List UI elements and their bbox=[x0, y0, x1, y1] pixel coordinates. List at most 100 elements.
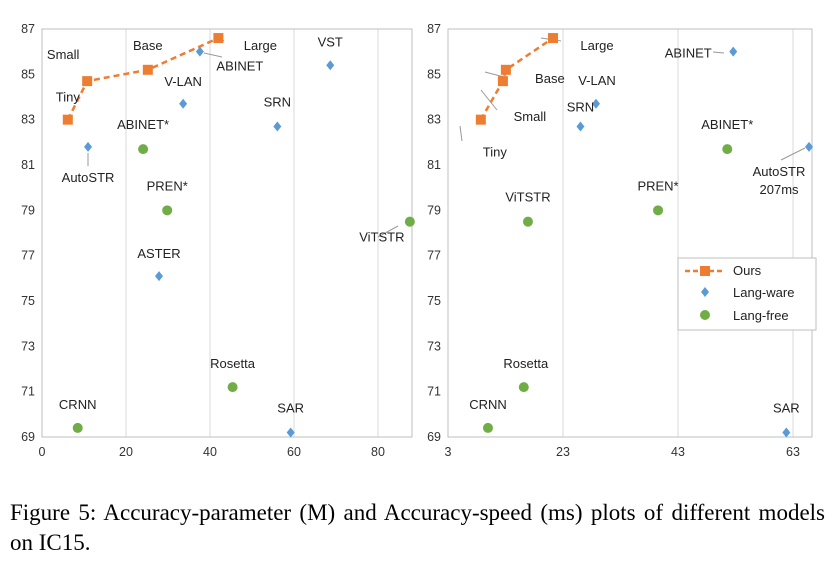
point-ours-tiny bbox=[62, 114, 73, 125]
x-tick-label: 63 bbox=[786, 445, 800, 459]
y-tick-label: 75 bbox=[21, 294, 35, 308]
label-leader-line bbox=[712, 51, 725, 54]
legend-ours-label: Ours bbox=[733, 263, 762, 278]
point-lang-aware bbox=[273, 121, 282, 132]
point-label: ABINET bbox=[216, 59, 263, 74]
x-tick-label: 23 bbox=[556, 445, 570, 459]
point-label: V-LAN bbox=[164, 74, 202, 89]
point-label: SRN bbox=[264, 94, 291, 109]
x-tick-label: 80 bbox=[371, 445, 385, 459]
point-label: CRNN bbox=[469, 397, 507, 412]
y-tick-label: 87 bbox=[427, 22, 441, 36]
y-tick-label: 87 bbox=[21, 22, 35, 36]
y-tick-label: 85 bbox=[427, 67, 441, 81]
point-label: Large bbox=[580, 38, 613, 53]
point-lang-aware bbox=[326, 60, 335, 71]
plot-frame bbox=[41, 28, 413, 438]
point-lang-free bbox=[482, 422, 493, 433]
point-lang-aware bbox=[805, 141, 814, 152]
point-label: ViTSTR bbox=[505, 190, 550, 205]
point-ours-base bbox=[500, 64, 511, 75]
x-tick-label: 40 bbox=[203, 445, 217, 459]
y-tick-label: 71 bbox=[21, 385, 35, 399]
y-tick-label: 79 bbox=[21, 203, 35, 217]
y-tick-label: 85 bbox=[21, 67, 35, 81]
legend-lang-aware-marker bbox=[701, 287, 709, 297]
point-lang-aware bbox=[576, 121, 585, 132]
point-label: Tiny bbox=[483, 145, 508, 160]
y-tick-label: 83 bbox=[21, 113, 35, 127]
point-ours-small bbox=[82, 76, 93, 87]
point-ours-small bbox=[497, 76, 508, 87]
point-ours-large bbox=[213, 33, 224, 44]
plot-accuracy-vs-params: 69 71 73 75 77 79 81 83 85 87 0 20 40 60 80 Tiny Small Ba… bbox=[21, 22, 415, 459]
point-label: PREN* bbox=[147, 178, 188, 193]
series-ours-line bbox=[479, 37, 554, 121]
point-label: ABINET* bbox=[117, 117, 169, 132]
figure-caption: Figure 5: Accuracy-parameter (M) and Acc… bbox=[10, 500, 825, 555]
plot-accuracy-vs-speed: 69 71 73 75 77 79 81 83 85 87 3 23 43 63 Tiny Small Base… bbox=[427, 22, 814, 459]
y-tick-label: 81 bbox=[21, 158, 35, 172]
point-label: PREN* bbox=[637, 178, 678, 193]
label-leader-line bbox=[377, 225, 399, 238]
plot-frame bbox=[447, 28, 813, 438]
x-tick-label: 20 bbox=[119, 445, 133, 459]
point-lang-free bbox=[404, 216, 415, 227]
x-tick-label: 3 bbox=[445, 445, 452, 459]
label-leader-line bbox=[480, 89, 498, 111]
point-ours-base bbox=[142, 64, 153, 75]
y-tick-label: 77 bbox=[21, 249, 35, 263]
point-label: CRNN bbox=[59, 397, 97, 412]
point-lang-free bbox=[72, 422, 83, 433]
y-tick-label: 73 bbox=[21, 339, 35, 353]
point-lang-aware bbox=[84, 141, 93, 152]
point-label: VST bbox=[318, 34, 343, 49]
point-label: Small bbox=[514, 109, 547, 124]
point-lang-free bbox=[227, 382, 238, 393]
figure-canvas: 69 71 73 75 77 79 81 83 85 87 0 20 40 60 80 Tiny Small Ba… bbox=[21, 22, 817, 459]
y-tick-label: 69 bbox=[21, 430, 35, 444]
point-label: Small bbox=[47, 47, 80, 62]
point-lang-aware bbox=[729, 46, 738, 57]
y-tick-label: 77 bbox=[427, 249, 441, 263]
label-leader-line bbox=[203, 52, 223, 58]
point-ours-tiny bbox=[475, 114, 486, 125]
point-lang-aware bbox=[155, 271, 164, 282]
point-lang-free bbox=[162, 205, 173, 216]
legend-lang-free-label: Lang-free bbox=[733, 308, 789, 323]
point-lang-aware bbox=[591, 98, 600, 109]
legend-lang-free-marker bbox=[700, 310, 710, 320]
point-label: ABINET bbox=[665, 46, 712, 61]
point-label: Rosetta bbox=[503, 356, 549, 371]
y-tick-label: 81 bbox=[427, 158, 441, 172]
point-label: SAR bbox=[773, 400, 800, 415]
point-ours-large bbox=[548, 33, 559, 44]
point-label: ABINET* bbox=[701, 117, 753, 132]
x-tick-label: 43 bbox=[671, 445, 685, 459]
legend-ours-marker bbox=[700, 266, 710, 276]
point-lang-free bbox=[518, 382, 529, 393]
y-tick-label: 75 bbox=[427, 294, 441, 308]
point-label: Base bbox=[133, 38, 163, 53]
y-tick-label: 71 bbox=[427, 385, 441, 399]
point-label: SAR bbox=[277, 400, 304, 415]
point-label: Large bbox=[244, 38, 277, 53]
x-tick-label: 60 bbox=[287, 445, 301, 459]
y-tick-label: 83 bbox=[427, 113, 441, 127]
point-label: Base bbox=[535, 71, 565, 86]
label-leader-line bbox=[780, 147, 806, 161]
point-label: SRN bbox=[567, 99, 594, 114]
y-tick-label: 73 bbox=[427, 339, 441, 353]
point-label: ViTSTR bbox=[359, 230, 404, 245]
legend: Ours Lang-ware Lang-free bbox=[677, 257, 817, 331]
point-label: ASTER bbox=[137, 246, 180, 261]
label-leader-line bbox=[459, 125, 463, 142]
point-lang-free bbox=[722, 144, 733, 155]
point-lang-free bbox=[522, 216, 533, 227]
point-lang-aware bbox=[179, 98, 188, 109]
point-lang-aware bbox=[286, 427, 295, 438]
point-label: AutoSTR bbox=[62, 170, 115, 185]
series-ours-line bbox=[66, 36, 219, 121]
point-label: AutoSTR bbox=[753, 164, 806, 179]
legend-lang-aware-label: Lang-ware bbox=[733, 285, 794, 300]
